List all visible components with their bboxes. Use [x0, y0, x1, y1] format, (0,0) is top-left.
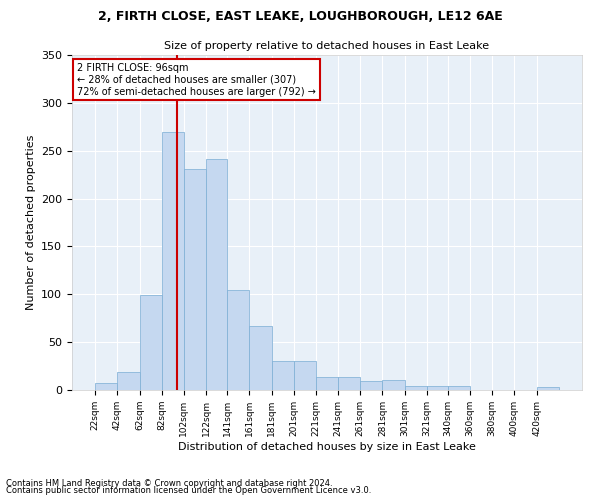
Bar — [294, 362, 316, 390]
Text: Contains public sector information licensed under the Open Government Licence v3: Contains public sector information licen… — [6, 486, 371, 495]
Title: Size of property relative to detached houses in East Leake: Size of property relative to detached ho… — [164, 42, 490, 51]
Bar — [316, 376, 338, 390]
Bar — [427, 386, 448, 390]
Bar — [140, 295, 162, 390]
Bar — [360, 382, 382, 390]
Bar — [338, 376, 360, 390]
Bar — [227, 290, 250, 390]
Bar — [382, 380, 404, 390]
Bar — [536, 387, 559, 390]
Bar — [118, 372, 140, 390]
Bar — [206, 160, 227, 390]
Text: Contains HM Land Registry data © Crown copyright and database right 2024.: Contains HM Land Registry data © Crown c… — [6, 478, 332, 488]
Text: 2 FIRTH CLOSE: 96sqm
← 28% of detached houses are smaller (307)
72% of semi-deta: 2 FIRTH CLOSE: 96sqm ← 28% of detached h… — [77, 64, 316, 96]
Text: 2, FIRTH CLOSE, EAST LEAKE, LOUGHBOROUGH, LE12 6AE: 2, FIRTH CLOSE, EAST LEAKE, LOUGHBOROUGH… — [98, 10, 502, 23]
Bar — [184, 169, 206, 390]
Bar — [272, 362, 294, 390]
Bar — [448, 386, 470, 390]
Bar — [162, 132, 184, 390]
Bar — [95, 384, 118, 390]
Y-axis label: Number of detached properties: Number of detached properties — [26, 135, 35, 310]
X-axis label: Distribution of detached houses by size in East Leake: Distribution of detached houses by size … — [178, 442, 476, 452]
Bar — [404, 386, 427, 390]
Bar — [250, 326, 272, 390]
